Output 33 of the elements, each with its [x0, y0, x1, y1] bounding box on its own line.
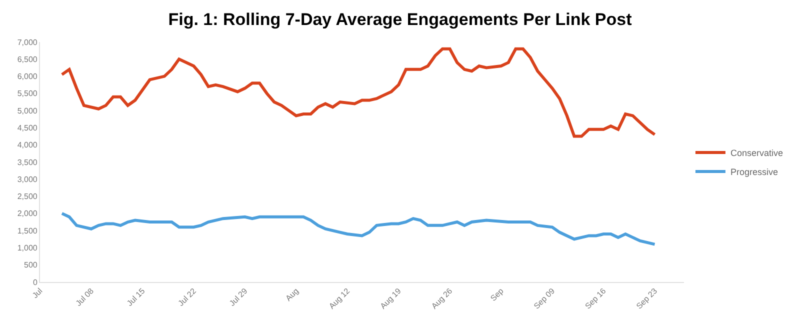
- x-tick-label: Sep 09: [532, 286, 557, 311]
- x-tick-label: Jul 29: [228, 286, 250, 308]
- legend-label: Conservative: [730, 148, 783, 158]
- x-tick-label: Aug 19: [378, 286, 404, 311]
- y-tick-label: 3,000: [17, 174, 38, 184]
- x-tick-label: Aug 26: [430, 286, 454, 311]
- y-tick-label: 2,500: [17, 192, 38, 202]
- x-tick-label: Jul 08: [74, 286, 96, 308]
- x-tick-label: Aug: [284, 286, 300, 303]
- y-tick-label: 500: [24, 260, 38, 270]
- y-tick-label: 7,000: [17, 38, 38, 47]
- line-series: [60, 212, 656, 246]
- x-tick-label: Sep 23: [634, 286, 660, 311]
- x-tick-label: Aug 12: [327, 286, 352, 311]
- y-tick-label: 5,000: [17, 106, 38, 116]
- x-tick-label: Sep: [488, 286, 506, 303]
- y-tick-label: 3,500: [17, 158, 38, 167]
- legend-label: Progressive: [730, 167, 778, 178]
- line-series: [60, 47, 656, 138]
- x-tick-label: Sep 16: [583, 286, 608, 311]
- y-tick-label: 5,500: [17, 89, 38, 98]
- y-tick-label: 4,500: [17, 124, 38, 133]
- y-tick-label: 4,000: [17, 140, 38, 150]
- x-tick-label: Jul 22: [176, 286, 198, 308]
- y-tick-label: 2,000: [17, 209, 38, 218]
- y-tick-label: 1,500: [17, 226, 38, 236]
- y-tick-label: 6,500: [17, 54, 38, 64]
- y-tick-label: 6,000: [17, 72, 38, 82]
- y-tick-label: 1,000: [17, 244, 38, 253]
- y-tick-label: 0: [32, 278, 38, 287]
- x-tick-label: Jul 15: [125, 286, 148, 308]
- chart-title: Fig. 1: Rolling 7-Day Average Engagements Per Link Post: [168, 10, 632, 29]
- x-tick-label: Jul: [30, 286, 44, 300]
